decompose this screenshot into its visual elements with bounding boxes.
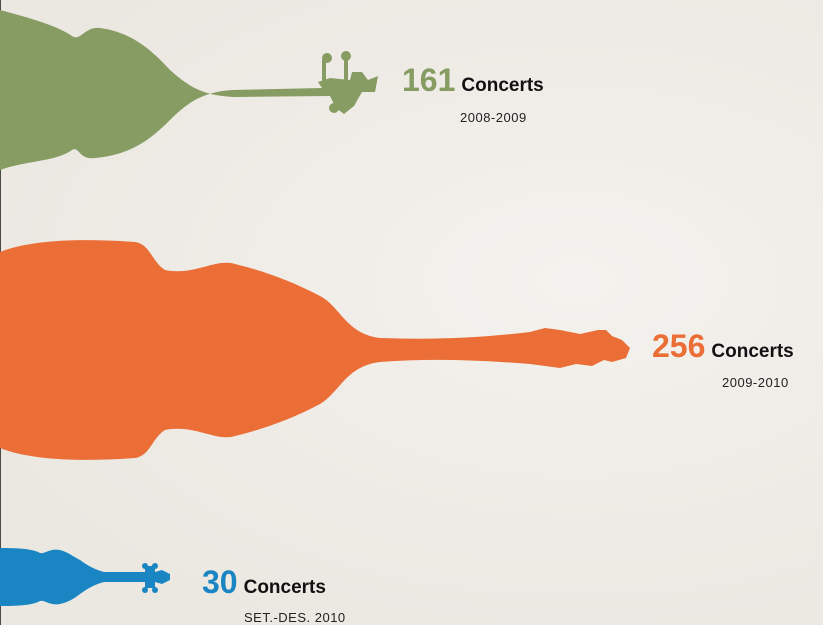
concerts-unit-label: Concerts — [243, 577, 326, 598]
concert-count-2009-2010: 256 — [652, 328, 706, 364]
concerts-unit-label: Concerts — [711, 341, 794, 362]
double-bass-icon — [0, 240, 630, 460]
period-2009-2010: 2009-2010 — [722, 375, 789, 390]
concert-count-2008-2009: 161 — [402, 62, 456, 98]
violin-icon — [0, 548, 170, 606]
label-2008-2009: 161 Concerts — [402, 62, 544, 99]
cello-icon — [0, 0, 378, 170]
label-set-des-2010: 30 Concerts — [202, 564, 326, 601]
concert-count-set-des-2010: 30 — [202, 564, 238, 600]
period-2008-2009: 2008-2009 — [460, 110, 527, 125]
concerts-unit-label: Concerts — [461, 75, 544, 96]
period-set-des-2010: SET.-DES. 2010 — [244, 610, 346, 625]
label-2009-2010: 256 Concerts — [652, 328, 794, 365]
